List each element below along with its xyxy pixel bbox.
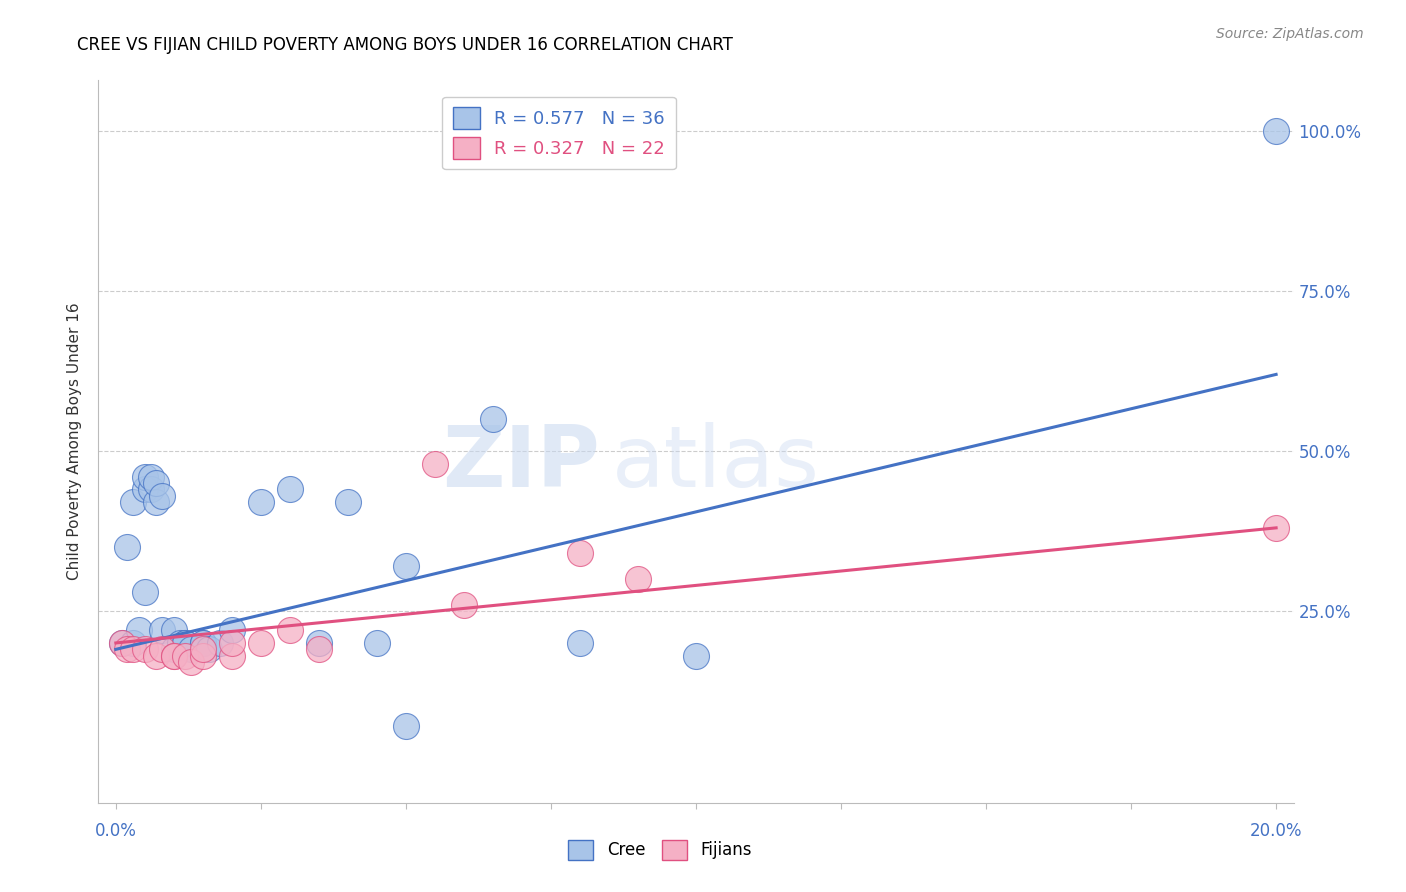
Point [308, 636, 330, 650]
Point [122, 636, 145, 650]
Point [174, 636, 197, 650]
Point [180, 655, 202, 669]
Point [174, 648, 197, 663]
Point [134, 584, 156, 599]
Text: atlas: atlas [613, 422, 820, 505]
Point [180, 642, 202, 657]
Point [568, 546, 591, 560]
Point [250, 636, 273, 650]
Point [1265, 521, 1288, 535]
Point [117, 540, 139, 554]
Point [685, 648, 707, 663]
Point [197, 642, 219, 657]
Point [111, 636, 134, 650]
Point [191, 636, 214, 650]
Point [221, 636, 243, 650]
Point [209, 636, 232, 650]
Point [134, 642, 156, 657]
Point [250, 495, 273, 509]
Point [150, 642, 173, 657]
Point [221, 623, 243, 637]
Point [191, 648, 214, 663]
Point [111, 636, 134, 650]
Point [169, 636, 191, 650]
Point [145, 476, 167, 491]
Point [174, 636, 197, 650]
Point [278, 623, 301, 637]
Point [122, 495, 145, 509]
Point [395, 719, 418, 733]
Point [150, 623, 173, 637]
Point [163, 642, 186, 657]
Point [366, 636, 388, 650]
Point [278, 483, 301, 497]
Point [1265, 124, 1288, 138]
Point [163, 648, 186, 663]
Text: 20.0%: 20.0% [1250, 822, 1302, 840]
Point [145, 495, 167, 509]
Point [139, 469, 162, 483]
Point [117, 642, 139, 657]
Point [221, 648, 243, 663]
Point [568, 636, 591, 650]
Point [145, 648, 167, 663]
Y-axis label: Child Poverty Among Boys Under 16: Child Poverty Among Boys Under 16 [67, 302, 83, 581]
Point [336, 495, 359, 509]
Point [163, 623, 186, 637]
Point [308, 642, 330, 657]
Point [134, 483, 156, 497]
Text: Source: ZipAtlas.com: Source: ZipAtlas.com [1216, 27, 1364, 41]
Text: 0.0%: 0.0% [94, 822, 136, 840]
Point [627, 572, 650, 586]
Point [191, 642, 214, 657]
Legend: Cree, Fijians: Cree, Fijians [562, 833, 758, 867]
Point [134, 469, 156, 483]
Point [122, 642, 145, 657]
Point [395, 559, 418, 574]
Point [139, 483, 162, 497]
Point [482, 412, 505, 426]
Point [191, 636, 214, 650]
Text: ZIP: ZIP [443, 422, 600, 505]
Text: CREE VS FIJIAN CHILD POVERTY AMONG BOYS UNDER 16 CORRELATION CHART: CREE VS FIJIAN CHILD POVERTY AMONG BOYS … [77, 36, 733, 54]
Point [163, 648, 186, 663]
Point [150, 489, 173, 503]
Point [128, 623, 150, 637]
Point [453, 598, 475, 612]
Point [423, 457, 446, 471]
